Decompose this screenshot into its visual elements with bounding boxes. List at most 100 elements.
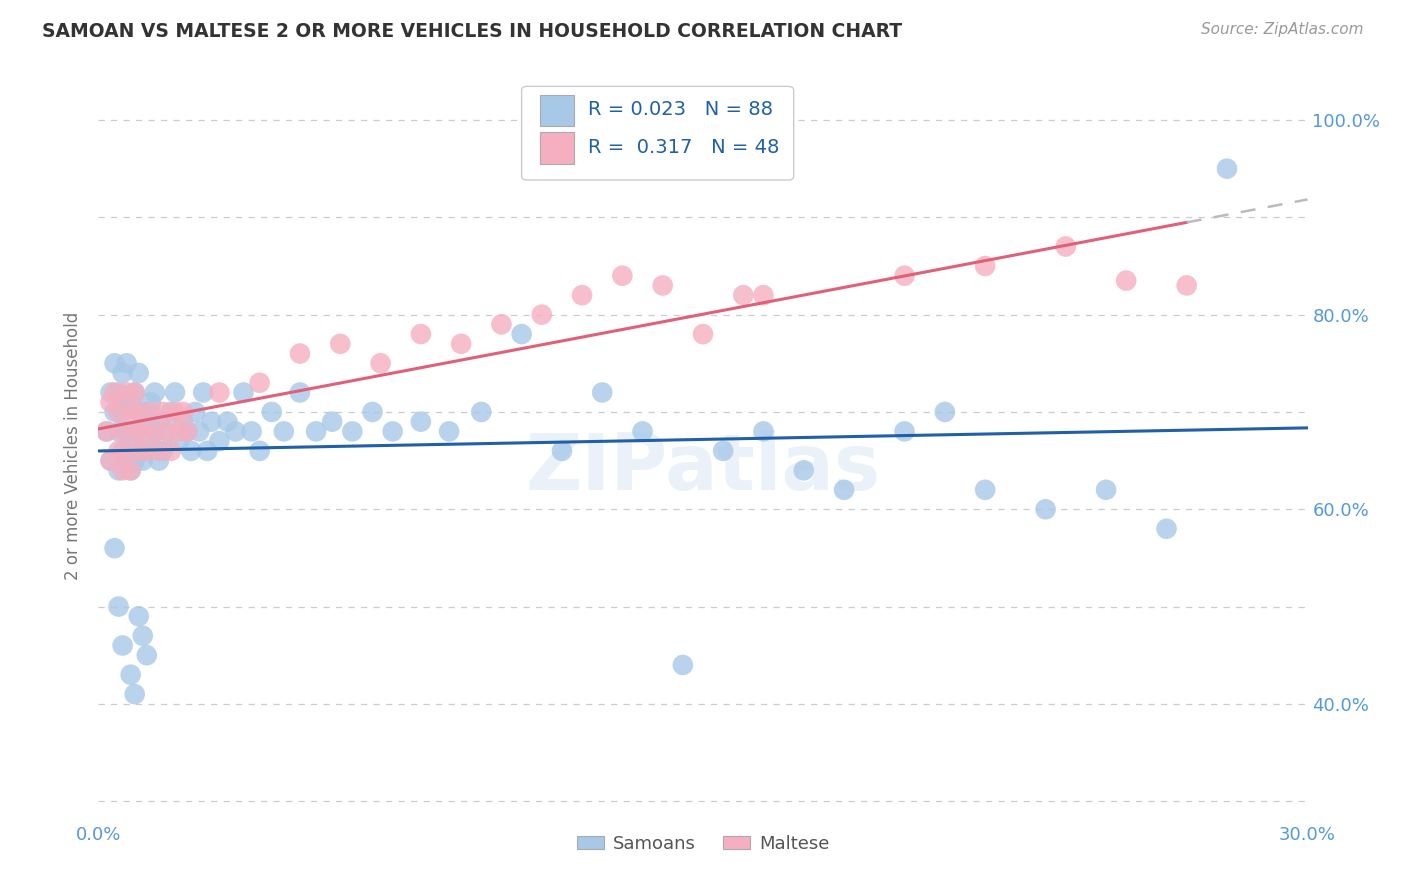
Point (217, 415, 239, 429)
Point (612, 268, 634, 283)
Point (107, 443, 129, 458)
Point (195, 443, 218, 458)
Point (107, 405, 129, 419)
Point (361, 405, 384, 419)
Point (128, 366, 150, 380)
Point (224, 425, 246, 439)
Point (103, 356, 125, 370)
Point (409, 327, 432, 342)
Point (120, 667, 142, 681)
Point (470, 405, 492, 419)
Legend: Samoans, Maltese: Samoans, Maltese (569, 828, 837, 860)
Point (1095, 483, 1118, 497)
Point (120, 434, 142, 449)
Point (160, 443, 183, 458)
Point (132, 453, 155, 467)
Point (124, 385, 146, 400)
Point (1156, 522, 1178, 536)
Point (128, 609, 150, 624)
Point (100, 453, 122, 467)
Point (249, 443, 271, 458)
Point (240, 425, 263, 439)
Point (139, 405, 162, 419)
Point (167, 434, 190, 449)
Point (152, 443, 174, 458)
Point (893, 425, 915, 439)
Text: R = 0.023   N = 88: R = 0.023 N = 88 (588, 100, 773, 119)
Point (132, 629, 155, 643)
Point (111, 443, 134, 458)
Point (288, 385, 311, 400)
Point (200, 415, 222, 429)
Point (103, 541, 125, 556)
Point (124, 385, 146, 400)
Point (172, 415, 194, 429)
Point (1035, 502, 1057, 516)
Point (711, 443, 734, 458)
Point (96, 425, 118, 439)
Point (692, 327, 714, 342)
Point (176, 425, 198, 439)
Point (510, 327, 533, 342)
Point (974, 483, 997, 497)
Point (651, 278, 673, 293)
Point (143, 385, 166, 400)
Y-axis label: 2 or more Vehicles in Household: 2 or more Vehicles in Household (65, 312, 83, 580)
Point (100, 453, 122, 467)
Point (115, 385, 138, 400)
Point (752, 288, 775, 302)
Point (893, 268, 915, 283)
Point (115, 425, 138, 439)
Point (124, 425, 146, 439)
Point (120, 405, 142, 419)
Point (128, 443, 150, 458)
Point (128, 405, 150, 419)
Point (172, 405, 194, 419)
Point (329, 336, 352, 351)
Point (176, 425, 198, 439)
Point (733, 288, 755, 302)
Point (111, 405, 134, 419)
Point (208, 434, 231, 449)
Point (193, 385, 215, 400)
Point (139, 395, 162, 409)
Point (100, 395, 122, 409)
Point (135, 443, 157, 458)
Point (167, 425, 190, 439)
Text: ZIPatlas: ZIPatlas (526, 431, 880, 507)
Point (115, 356, 138, 370)
Point (107, 463, 129, 477)
Point (381, 425, 404, 439)
Bar (540, 95, 574, 126)
Point (249, 376, 271, 390)
Point (160, 405, 183, 419)
Point (111, 463, 134, 477)
Point (132, 425, 155, 439)
Point (103, 405, 125, 419)
Point (184, 405, 207, 419)
Point (120, 395, 142, 409)
Point (1175, 278, 1198, 293)
FancyBboxPatch shape (522, 87, 793, 180)
Point (111, 639, 134, 653)
Point (115, 453, 138, 467)
Point (124, 425, 146, 439)
Point (208, 385, 231, 400)
Point (107, 425, 129, 439)
Point (1054, 239, 1077, 253)
Point (111, 366, 134, 380)
Point (232, 385, 254, 400)
Point (107, 385, 129, 400)
Text: Source: ZipAtlas.com: Source: ZipAtlas.com (1201, 22, 1364, 37)
Point (148, 443, 170, 458)
Point (143, 425, 166, 439)
Point (591, 385, 613, 400)
Point (370, 356, 392, 370)
Point (111, 425, 134, 439)
Point (342, 425, 364, 439)
Point (135, 405, 157, 419)
Point (156, 425, 179, 439)
Point (321, 415, 343, 429)
Point (156, 425, 179, 439)
Point (100, 385, 122, 400)
